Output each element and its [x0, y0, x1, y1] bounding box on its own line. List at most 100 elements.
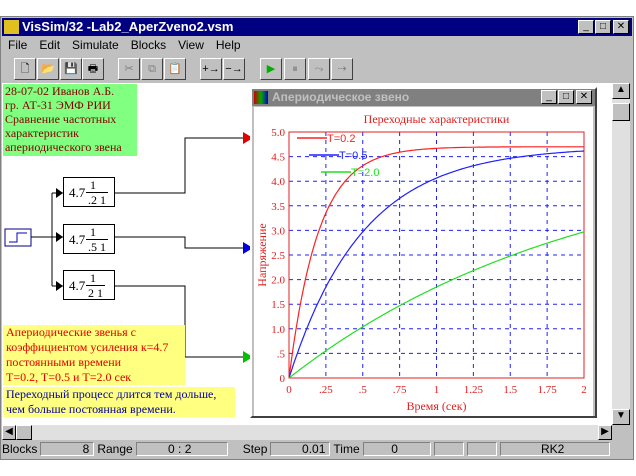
transfer-function-block[interactable]: 4.7 1.5 1	[63, 224, 115, 254]
series-line-T=2.0	[288, 231, 585, 379]
note-line: Переходный процесс длится тем дольше,	[6, 387, 217, 401]
menu-blocks[interactable]: Blocks	[130, 38, 167, 52]
y-tick-label: 2.5	[271, 250, 285, 262]
numerator: 1	[90, 271, 96, 285]
note-line: Сравнение частотных	[5, 112, 117, 126]
legend-label: T=0.5	[339, 150, 367, 162]
green-input-port[interactable]	[243, 351, 253, 363]
x-tick-label: 0	[286, 384, 292, 396]
zoom-out-button[interactable]: −→	[223, 58, 245, 80]
pause-button[interactable]: ⏸	[284, 58, 306, 80]
note-line: постоянными времени	[6, 355, 122, 369]
step-button[interactable]: ⤳	[308, 58, 330, 80]
y-tick-label: 0	[280, 373, 286, 385]
blocks-count: 8	[40, 441, 95, 456]
menu-edit[interactable]: Edit	[39, 38, 61, 52]
window-title: VisSim/32 -Lab2_AperZveno2.vsm	[22, 19, 234, 34]
note-line: коэффициентом усиления к=4.7	[6, 340, 169, 354]
paste-button[interactable]: 📋	[164, 58, 186, 80]
horizontal-scrollbar[interactable]: ◀ ▶	[2, 425, 612, 440]
header-note: 28-07-02 Иванов А.Б. гр. АТ-31 ЭМФ РИИ Сра…	[3, 84, 137, 156]
plot-icon	[254, 91, 268, 104]
cut-icon: ✂	[124, 63, 134, 75]
status-bar: Blocks 8 Range 0 : 2 Step 0.01 Time 0 RK…	[2, 440, 632, 457]
y-tick-label: 3.0	[271, 225, 285, 237]
y-axis-label: Напряжение	[255, 223, 269, 286]
new-button[interactable]: 🗋	[14, 58, 36, 80]
menu-simulate[interactable]: Simulate	[72, 38, 119, 52]
x-tick-label: 2	[581, 384, 587, 396]
cut-button[interactable]: ✂	[118, 58, 140, 80]
note-line: характеристик	[5, 126, 79, 140]
open-icon: 📂	[41, 63, 55, 75]
menu-help[interactable]: Help	[215, 38, 241, 52]
continue-button[interactable]: ⇢	[331, 58, 353, 80]
zoom-in-icon: +→	[202, 63, 220, 75]
plot-close-button[interactable]: ✕	[576, 90, 592, 104]
x-axis-label: Время (сек)	[406, 399, 466, 413]
maximize-button[interactable]: □	[595, 20, 611, 34]
print-button[interactable]: 🖶	[82, 58, 104, 80]
step-label: Step	[242, 441, 268, 456]
copy-icon: ⧉	[148, 63, 156, 75]
menu-view[interactable]: View	[178, 38, 204, 52]
range-label: Range	[97, 441, 133, 456]
gain: 4.7	[69, 278, 86, 293]
scroll-left-button[interactable]: ◀	[2, 425, 16, 440]
series-line-T=0.5	[288, 150, 585, 379]
save-button[interactable]: 💾	[60, 58, 82, 80]
integration-method: RK2	[499, 441, 610, 456]
plot-maximize-button[interactable]: □	[558, 90, 574, 104]
denominator: .5 1	[86, 239, 108, 254]
legend-label: T=2.0	[351, 167, 379, 179]
menu-file[interactable]: File	[8, 38, 28, 52]
description-note: Апериодические звенья с коэффициентом уси…	[3, 325, 185, 385]
plot-frame	[288, 131, 585, 379]
vertical-scroll-thumb[interactable]	[612, 103, 630, 121]
close-button[interactable]: ✕	[613, 20, 629, 34]
gain: 4.7	[69, 185, 86, 200]
status-field-empty	[433, 441, 464, 456]
copy-button[interactable]: ⧉	[141, 58, 163, 80]
pause-icon: ⏸	[292, 63, 298, 75]
print-icon: 🖶	[87, 63, 99, 75]
transfer-function-block[interactable]: 4.7 1 2 1	[63, 270, 115, 300]
time-label: Time	[333, 441, 360, 456]
x-tick-label: 1.5	[503, 384, 517, 396]
blue-input-port[interactable]	[243, 242, 253, 254]
app-icon	[4, 20, 19, 34]
plot-minimize-button[interactable]: _	[541, 90, 557, 104]
step-block[interactable]	[4, 228, 32, 247]
zoom-out-icon: −→	[225, 63, 243, 75]
numerator: 1	[90, 225, 96, 239]
plot-window-title: Апериодическое звено	[272, 90, 410, 104]
red-input-port[interactable]	[243, 132, 253, 144]
go-icon: ▶	[266, 63, 276, 75]
chart-title: Переходные характеристики	[364, 112, 510, 126]
conclusion-note: Переходный процесс длится тем дольше, чем…	[3, 387, 235, 417]
horizontal-scroll-thumb[interactable]	[16, 425, 32, 440]
minimize-button[interactable]: _	[578, 20, 594, 34]
scroll-up-button[interactable]: ▲	[612, 83, 630, 99]
vertical-scrollbar[interactable]: ▲ ▼	[612, 83, 630, 425]
y-tick-label: 5.0	[271, 127, 285, 139]
paste-icon: 📋	[168, 63, 182, 75]
x-tick-label: .75	[393, 384, 407, 396]
transfer-function-block[interactable]: 4.7 1.2 1	[63, 177, 115, 207]
status-field-empty	[466, 441, 497, 456]
chart: 0 .25 .5 .75 1 1.25 1.5 1.75 2 0 .5 1.0 1.5 2.0 2.5 3.0…	[254, 107, 593, 416]
note-line: 28-07-02 Иванов А.Б.	[5, 84, 115, 98]
open-button[interactable]: 📂	[37, 58, 59, 80]
blocks-label: Blocks	[2, 441, 38, 456]
zoom-in-button[interactable]: +→	[200, 58, 222, 80]
scroll-down-button[interactable]: ▼	[612, 409, 630, 425]
note-line: чем больше постоянная времени.	[6, 402, 176, 416]
plot-window[interactable]: Апериодическое звено _ □ ✕ 0 .25 .5 .75 1 1.2…	[250, 87, 597, 418]
numerator: 1	[90, 178, 96, 192]
series-line-T=0.2	[288, 146, 584, 379]
go-button[interactable]: ▶	[260, 58, 282, 80]
y-tick-label: .5	[277, 348, 286, 360]
note-line: T=0.2, T=0.5 и T=2.0 сек	[6, 370, 132, 384]
y-tick-label: 4.5	[271, 152, 285, 164]
scroll-right-button[interactable]: ▶	[598, 425, 612, 440]
